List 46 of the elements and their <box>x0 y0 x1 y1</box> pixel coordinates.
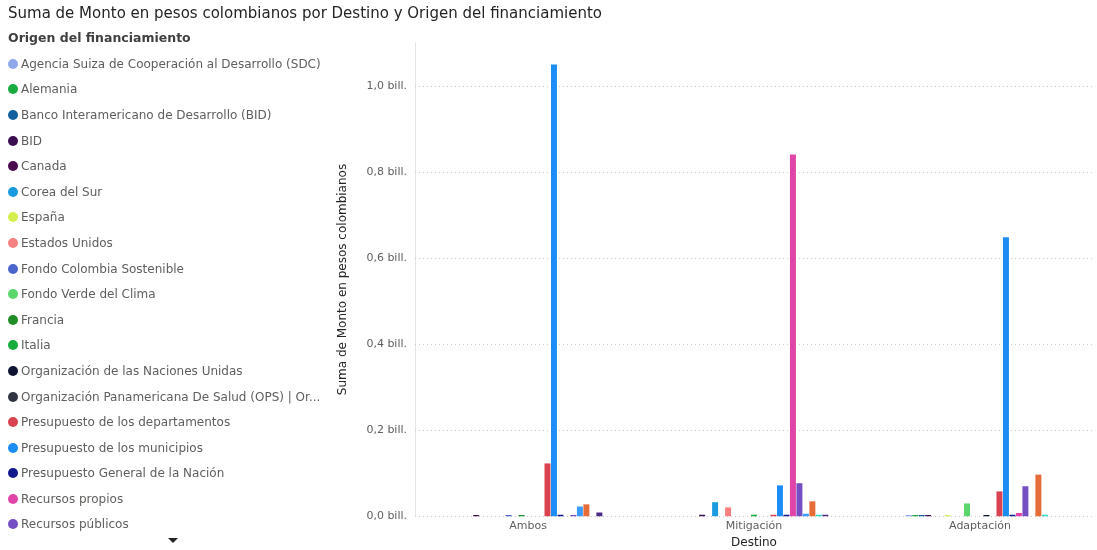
y-tick-label: 0,0 bill. <box>366 509 408 523</box>
x-tick-label: Adaptación <box>949 518 1011 532</box>
bar <box>712 502 719 517</box>
legend-label: BID <box>21 133 43 148</box>
legend-label: Canada <box>21 159 67 174</box>
y-tick-label: 0,8 bill. <box>366 164 408 178</box>
legend-label: Estados Unidos <box>21 235 113 250</box>
bar <box>796 483 803 517</box>
bar <box>809 501 816 517</box>
bar <box>964 503 971 517</box>
legend-label: Agencia Suiza de Cooperación al Desarrollo (SDC) <box>21 56 321 71</box>
bar <box>1022 486 1029 517</box>
legend-label: Fondo Colombia Sostenible <box>21 261 184 276</box>
bar <box>996 491 1003 517</box>
bar <box>1035 474 1042 517</box>
bar <box>1002 237 1009 517</box>
legend-label: Presupuesto de los municipios <box>21 440 203 455</box>
legend-label: Italia <box>21 338 51 353</box>
legend-label: Alemania <box>21 82 78 97</box>
bar <box>583 504 590 517</box>
legend-label: Corea del Sur <box>21 184 103 199</box>
bar <box>576 506 583 517</box>
legend-label: Recursos propios <box>21 491 124 506</box>
y-tick-label: 1,0 bill. <box>366 78 408 92</box>
legend-label: Organización de las Naciones Unidas <box>21 363 243 378</box>
bar <box>550 64 557 517</box>
legend-label: Fondo Verde del Clima <box>21 287 156 302</box>
legend-label: Presupuesto de los departamentos <box>21 415 231 430</box>
x-axis-title: Destino <box>731 534 777 549</box>
x-tick-label: Ambos <box>509 518 548 532</box>
legend-label: España <box>21 210 65 225</box>
legend-label: Presupuesto General de la Nación <box>21 466 225 481</box>
bar <box>789 154 796 517</box>
legend-label: Francia <box>21 312 65 327</box>
y-tick-label: 0,2 bill. <box>366 423 408 437</box>
x-tick-label: Mitigación <box>725 518 783 532</box>
y-tick-label: 0,6 bill. <box>366 250 408 264</box>
bar <box>776 485 783 517</box>
legend-title: Origen del financiamiento <box>8 30 192 45</box>
legend-label: Organización Panamericana De Salud (OPS) | Or... <box>21 389 321 404</box>
bar <box>725 507 732 517</box>
y-tick-label: 0,4 bill. <box>366 336 408 350</box>
chart-title: Suma de Monto en pesos colombianos por Destino y Origen del financiamiento <box>8 4 602 22</box>
y-axis-title: Suma de Monto en pesos colombianos <box>335 163 350 396</box>
legend-label: Banco Interamericano de Desarrollo (BID) <box>21 107 272 122</box>
legend-label: Recursos públicos <box>21 517 129 532</box>
